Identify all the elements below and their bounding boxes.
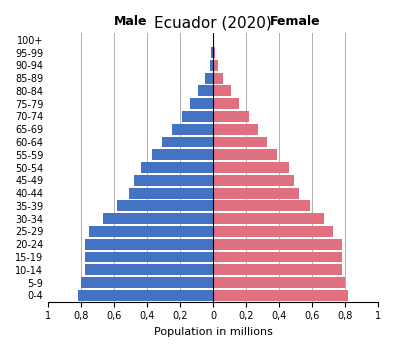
Bar — [213, 213, 324, 224]
Bar — [213, 290, 348, 301]
Bar — [84, 239, 213, 250]
Bar — [205, 73, 213, 83]
Bar — [213, 73, 223, 83]
Bar — [84, 264, 213, 275]
Bar — [190, 98, 213, 109]
Bar — [213, 264, 342, 275]
Bar — [213, 252, 342, 263]
Bar — [162, 137, 213, 147]
Title: Ecuador (2020): Ecuador (2020) — [154, 16, 272, 31]
Bar — [81, 277, 213, 288]
Bar — [213, 137, 267, 147]
Bar — [213, 124, 257, 135]
Bar — [118, 201, 213, 211]
Bar — [211, 47, 213, 58]
Bar — [213, 149, 277, 160]
Bar — [213, 162, 289, 173]
Bar — [213, 60, 218, 71]
Bar — [134, 175, 213, 186]
Bar — [213, 188, 299, 199]
Bar — [89, 226, 213, 237]
Bar — [182, 111, 213, 122]
Bar — [210, 60, 213, 71]
Bar — [213, 98, 240, 109]
Bar — [213, 226, 333, 237]
Bar — [213, 277, 345, 288]
Text: Female: Female — [270, 15, 321, 28]
Bar — [78, 290, 213, 301]
Bar — [213, 239, 342, 250]
Bar — [129, 188, 213, 199]
Bar — [103, 213, 213, 224]
Bar — [213, 175, 294, 186]
Bar — [213, 111, 249, 122]
Bar — [141, 162, 213, 173]
Bar — [198, 86, 213, 96]
Bar — [152, 149, 213, 160]
Text: Male: Male — [114, 15, 147, 28]
Bar — [172, 124, 213, 135]
Bar — [84, 252, 213, 263]
Bar — [213, 86, 231, 96]
Bar — [213, 47, 215, 58]
X-axis label: Population in millions: Population in millions — [154, 327, 272, 337]
Bar — [213, 201, 310, 211]
